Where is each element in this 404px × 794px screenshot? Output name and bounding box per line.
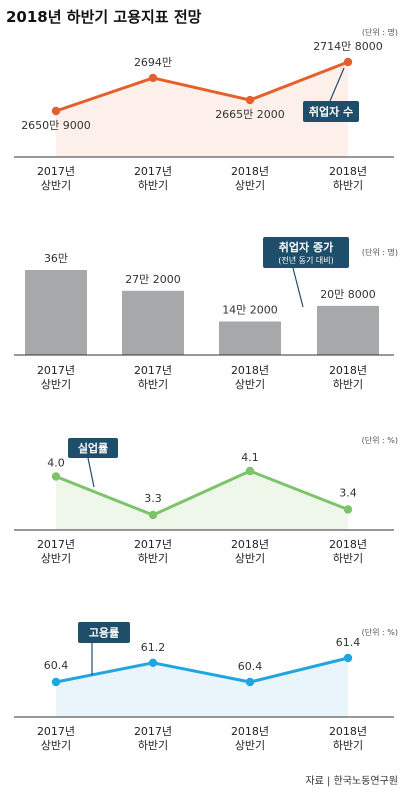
x-tick-label-2-1-year: 2017년 [134, 538, 172, 551]
x-tick-label-2-3-half: 하반기 [333, 551, 363, 565]
data-label-2-0: 4.0 [47, 457, 65, 470]
data-point-3-0 [51, 677, 61, 687]
unit-label-0: (단위 : 명) [362, 27, 398, 37]
data-label-2-3: 3.4 [339, 487, 357, 500]
x-tick-label-2-2-half: 상반기 [235, 552, 265, 565]
x-tick-label-1-1-half: 하반기 [138, 377, 168, 391]
x-tick-label-2-0-year: 2017년 [37, 538, 75, 551]
x-tick-label-1-2-year: 2018년 [231, 364, 269, 377]
data-point-3-1 [148, 658, 158, 667]
data-point-0-3 [343, 57, 353, 67]
callout-label-2: 실업률 [78, 441, 108, 455]
x-tick-label-3-1-half: 하반기 [138, 738, 168, 752]
series-line-0 [55, 60, 349, 113]
callout-label-0: 취업자 수 [309, 105, 353, 119]
unit-label-3: (단위 : %) [362, 627, 398, 637]
x-tick-label-0-0-year: 2017년 [37, 165, 75, 178]
x-tick-label-2-2-year: 2018년 [231, 538, 269, 551]
x-tick-label-2-3-year: 2018년 [329, 538, 367, 551]
x-tick-label-3-2-year: 2018년 [231, 725, 269, 738]
x-tick-label-3-0-year: 2017년 [37, 725, 75, 738]
data-label-3-0: 60.4 [44, 659, 69, 672]
x-tick-label-0-1-half: 하반기 [138, 178, 168, 192]
x-tick-label-2-1-half: 하반기 [138, 551, 168, 565]
unit-label-1: (단위 : 명) [362, 247, 398, 257]
x-tick-label-3-1-year: 2017년 [134, 725, 172, 738]
data-point-2-3 [343, 505, 353, 514]
x-tick-label-1-0-half: 상반기 [41, 378, 71, 391]
data-label-3-2: 60.4 [238, 660, 263, 673]
data-label-1-1: 27만 2000 [125, 273, 181, 286]
x-tick-label-0-2-year: 2018년 [231, 165, 269, 178]
x-tick-label-3-0-half: 상반기 [41, 739, 71, 752]
callout-box-2 [68, 438, 118, 458]
bar-1-2 [219, 321, 281, 355]
data-point-2-2 [245, 466, 255, 476]
data-point-2-1 [148, 510, 158, 520]
x-tick-label-0-3-year: 2018년 [329, 165, 367, 178]
data-point-0-2 [245, 95, 255, 105]
bar-1-0 [25, 270, 87, 355]
x-tick-label-1-3-half: 하반기 [333, 377, 363, 391]
callout-box-3 [78, 622, 130, 643]
x-tick-label-1-0-year: 2017년 [37, 364, 75, 377]
x-tick-label-3-2-half: 상반기 [235, 739, 265, 752]
x-tick-label-0-2-half: 상반기 [235, 179, 265, 192]
data-label-2-2: 4.1 [241, 451, 259, 464]
series-line-2 [55, 469, 349, 517]
data-label-3-3: 61.4 [336, 636, 361, 649]
bar-1-1 [122, 290, 184, 355]
callout-box-1 [263, 237, 349, 268]
series-area-3 [56, 658, 348, 717]
data-label-0-3: 2714만 8000 [313, 40, 383, 53]
data-label-1-0: 36만 [44, 252, 68, 265]
chart-group: (단위 : 명) 2650만 9000 2694만 2665만 2000 2714만 8… [14, 27, 398, 752]
data-label-1-2: 14만 2000 [222, 303, 278, 316]
data-label-0-0: 2650만 9000 [21, 119, 91, 132]
callout-pointer-1 [292, 267, 304, 308]
data-label-3-1: 61.2 [141, 641, 166, 654]
data-point-0-0 [51, 106, 61, 116]
callout-box-0 [303, 101, 359, 122]
series-line-3 [55, 656, 349, 684]
x-tick-label-2-0-half: 상반기 [41, 552, 71, 565]
callout-sublabel-1: (전년 동기 대비) [278, 255, 334, 265]
data-label-0-1: 2694만 [134, 56, 172, 69]
data-point-3-3 [343, 653, 353, 663]
callout-pointer-0 [329, 67, 345, 102]
data-point-0-1 [148, 73, 158, 83]
data-point-2-0 [51, 472, 61, 481]
source-note: 자료 | 한국노동연구원 [305, 775, 398, 787]
unit-label-2: (단위 : %) [362, 435, 398, 445]
data-label-2-1: 3.3 [144, 492, 162, 505]
x-tick-label-1-2-half: 상반기 [235, 378, 265, 391]
callout-label-1: 취업자 증가 [279, 240, 333, 254]
x-tick-label-1-3-year: 2018년 [329, 364, 367, 377]
series-area-2 [56, 471, 348, 530]
data-label-1-3: 20만 8000 [320, 288, 376, 301]
x-tick-label-1-1-year: 2017년 [134, 364, 172, 377]
page-title: 2018년 하반기 고용지표 전망 [6, 8, 202, 26]
x-tick-label-3-3-year: 2018년 [329, 725, 367, 738]
x-tick-label-0-1-year: 2017년 [134, 165, 172, 178]
callout-pointer-2 [87, 457, 95, 488]
x-tick-label-3-3-half: 하반기 [333, 738, 363, 752]
data-label-0-2: 2665만 2000 [215, 108, 285, 121]
x-tick-label-0-3-half: 하반기 [333, 178, 363, 192]
data-point-3-2 [245, 677, 255, 687]
callout-label-3: 고용률 [89, 627, 119, 640]
bar-1-3 [317, 305, 379, 355]
series-area-0 [56, 62, 348, 157]
x-tick-label-0-0-half: 상반기 [41, 179, 71, 192]
